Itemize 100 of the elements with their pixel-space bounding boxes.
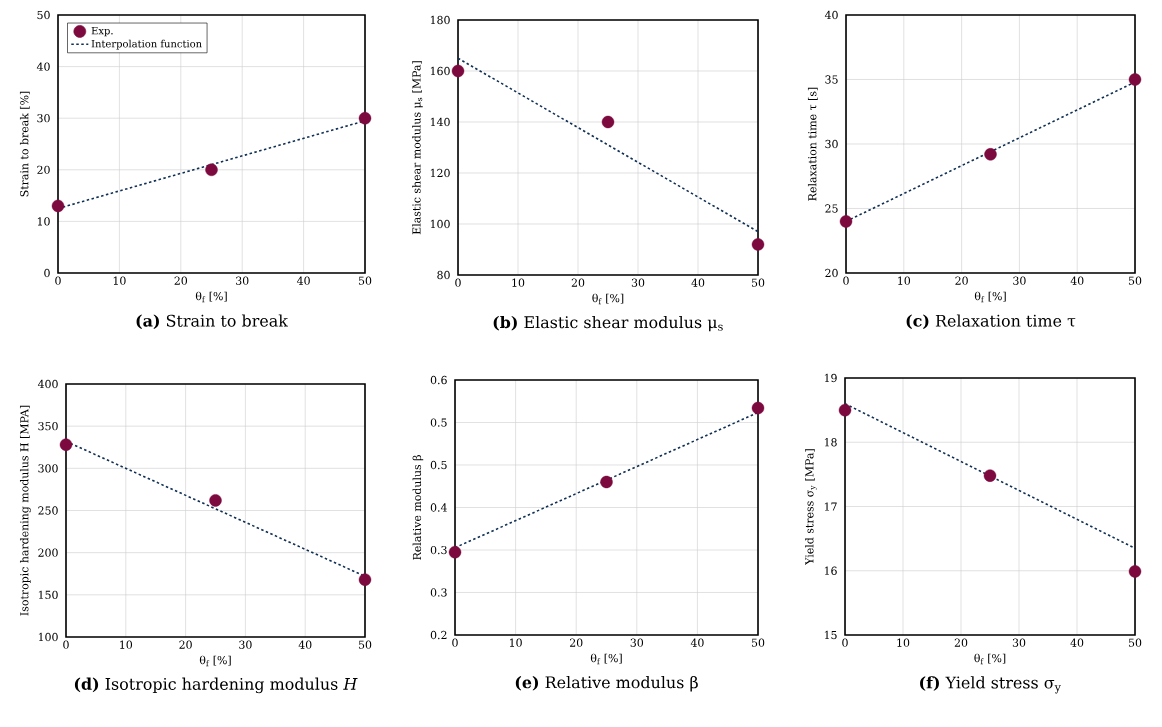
y-tick-label: 300	[38, 464, 58, 473]
y-tick-label: 250	[38, 506, 58, 515]
text: (e) Relative modulus β	[515, 675, 698, 692]
point	[209, 494, 222, 507]
point	[984, 148, 997, 161]
x-tick-label: 10	[512, 278, 525, 287]
x-tick-label: 10	[120, 640, 133, 649]
text: (c) Relaxation time τ	[906, 314, 1076, 329]
y-tick-label: 0.2	[430, 630, 447, 640]
y-tick-label: 30	[825, 139, 838, 149]
x-tick-label: 0	[63, 640, 69, 649]
x-tick-label: 40	[1070, 276, 1084, 285]
legend-label: Exp.	[91, 27, 113, 37]
x-tick-label: 50	[751, 278, 765, 287]
x-tick-label: 0	[843, 276, 849, 285]
x-tick-label: 0	[842, 638, 848, 647]
x-tick-label: 30	[630, 638, 644, 647]
x-tick-label: 10	[897, 638, 910, 647]
y-tick-label: 40	[824, 10, 838, 20]
x-tick-label: 20	[569, 638, 583, 647]
point	[601, 115, 615, 129]
y-tick-label: 150	[38, 590, 58, 599]
x-tick-label: 0	[452, 638, 458, 647]
x-tick-label: 50	[358, 640, 372, 649]
y-tick-label: 80	[437, 270, 450, 280]
point	[751, 401, 765, 415]
y-axis-title: Yield stress σ$_{y}$ [MPa]	[805, 449, 817, 565]
y-tick-label: 120	[430, 168, 450, 178]
point	[838, 403, 852, 417]
x-axis-title: θ$_{f}$ [%]	[199, 655, 231, 667]
y-tick-label: 15	[824, 630, 837, 640]
point	[983, 469, 997, 482]
y-tick-label: 0.6	[430, 375, 447, 385]
y-tick-label: 160	[430, 66, 450, 76]
point	[358, 573, 372, 586]
x-tick-label: 40	[296, 276, 310, 285]
y-tick-label: 17	[824, 502, 837, 511]
x-tick-label: 20	[179, 640, 192, 649]
text: (d) Isotropic hardening modulus H	[74, 677, 358, 694]
y-tick-label: 0.5	[430, 460, 447, 470]
x-tick-label: 50	[1128, 276, 1142, 285]
x-tick-label: 10	[113, 276, 126, 285]
y-tick-label: 35	[825, 75, 838, 84]
point	[448, 545, 462, 559]
y-tick-label: 100	[38, 632, 58, 642]
y-tick-label: 350	[38, 422, 58, 431]
point	[839, 215, 853, 228]
x-tick-label: 40	[298, 640, 312, 649]
x-tick-label: 50	[358, 276, 372, 285]
y-tick-label: 400	[37, 379, 58, 389]
y-tick-label: 50	[37, 10, 50, 20]
x-tick-label: 30	[239, 640, 252, 649]
y-tick-label: 140	[430, 117, 450, 127]
y-tick-label: 100	[430, 219, 450, 229]
x-axis-title: θ$_{f}$ [%]	[195, 291, 227, 303]
x-tick-label: 20	[955, 276, 968, 285]
x-tick-label: 50	[751, 638, 765, 647]
legend-label: Interpolation function	[91, 39, 202, 50]
text: (f) Yield stress σ$_{y}$	[920, 676, 1061, 694]
x-tick-label: 40	[691, 278, 705, 287]
y-tick-label: 19	[824, 373, 837, 383]
point	[600, 475, 613, 489]
y-tick-label: 180	[430, 15, 450, 25]
y-tick-label: 10	[37, 217, 50, 226]
y-axis-title: Elastic shear modulus μ$_{s}$ [MPa]	[412, 61, 423, 235]
x-axis-title: θ$_{f}$ [%]	[974, 653, 1006, 665]
x-tick-label: 10	[898, 276, 911, 285]
y-tick-label: 0.4	[430, 503, 447, 512]
point	[358, 112, 372, 125]
y-tick-label: 40	[36, 62, 50, 71]
x-tick-label: 30	[631, 278, 645, 287]
x-axis-title: θ$_{f}$ [%]	[974, 291, 1006, 303]
y-tick-label: 16	[824, 566, 837, 575]
x-tick-label: 10	[509, 638, 522, 647]
point	[59, 438, 73, 451]
point	[1128, 565, 1142, 578]
x-tick-label: 30	[1013, 276, 1026, 285]
y-tick-label: 0	[44, 268, 50, 278]
x-tick-label: 30	[1012, 638, 1026, 647]
point	[1128, 73, 1142, 86]
y-tick-label: 0.5	[430, 418, 447, 427]
point	[205, 163, 218, 176]
text: (b) Elastic shear modulus μ$_{s}$	[493, 315, 723, 332]
point	[51, 199, 65, 213]
text: (a) Strain to break	[136, 314, 289, 329]
x-tick-label: 20	[571, 278, 585, 287]
point	[451, 64, 465, 78]
x-tick-label: 40	[1070, 638, 1084, 647]
y-axis-title: Strain to break [%]	[19, 91, 30, 197]
y-tick-label: 30	[37, 114, 50, 123]
x-tick-label: 20	[174, 276, 188, 285]
x-axis-title: θ$_{f}$ [%]	[592, 293, 624, 305]
y-axis-title: Relative modulus β	[412, 455, 424, 560]
y-axis-title: Isotropic hardening modulus H [MPA]	[19, 405, 31, 616]
y-tick-label: 0.3	[430, 588, 447, 597]
x-tick-label: 50	[1128, 638, 1142, 647]
y-tick-label: 20	[825, 268, 838, 278]
x-tick-label: 20	[954, 638, 968, 647]
x-tick-label: 40	[690, 638, 704, 647]
y-axis-title: Relaxation time τ [s]	[807, 87, 818, 201]
